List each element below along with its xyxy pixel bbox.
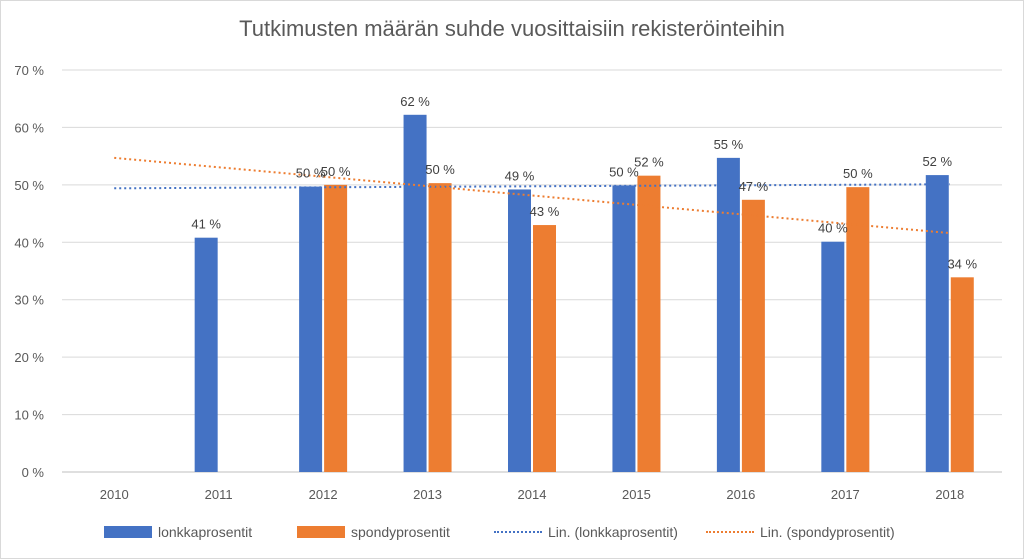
legend-label-trend-lonkka: Lin. (lonkkaprosentit) xyxy=(548,524,678,540)
data-label: 50 % xyxy=(296,166,326,181)
bar xyxy=(637,175,661,472)
data-label: 50 % xyxy=(425,162,455,177)
data-label: 43 % xyxy=(530,204,560,219)
legend-item-trend-lonkka: Lin. (lonkkaprosentit) xyxy=(494,520,678,544)
bar xyxy=(612,185,636,472)
bar xyxy=(846,187,870,472)
x-tick-label: 2018 xyxy=(935,487,964,502)
bar xyxy=(508,189,531,473)
legend-label-trend-spondy: Lin. (spondyprosentit) xyxy=(760,524,895,540)
x-tick-label: 2010 xyxy=(100,487,129,502)
y-tick-label: 20 % xyxy=(14,350,44,365)
x-tick-label: 2012 xyxy=(309,487,338,502)
bar xyxy=(821,241,845,472)
data-label: 50 % xyxy=(321,164,351,179)
legend-line-trend-spondy xyxy=(706,531,754,533)
data-label: 52 % xyxy=(922,154,952,169)
bar xyxy=(741,199,765,472)
legend-item-trend-spondy: Lin. (spondyprosentit) xyxy=(706,520,895,544)
data-label: 62 % xyxy=(400,94,430,109)
x-tick-label: 2015 xyxy=(622,487,651,502)
x-tick-label: 2013 xyxy=(413,487,442,502)
y-tick-label: 60 % xyxy=(14,120,44,135)
data-labels: 41 %50 %62 %49 % 50 %55 %40 %52 %50 % 50 %… xyxy=(191,94,977,272)
bar xyxy=(716,157,740,472)
x-tick-label: 2017 xyxy=(831,487,860,502)
bar xyxy=(950,277,974,472)
legend-label-lonkka: lonkkaprosentit xyxy=(158,524,253,540)
bar xyxy=(925,175,949,472)
x-tick-label: 2011 xyxy=(205,487,233,502)
data-label: 34 % xyxy=(947,256,977,271)
legend-item-lonkkaprosentit: lonkkaprosentit xyxy=(104,520,252,544)
data-label: 50 % xyxy=(843,166,873,181)
data-label: 47 % xyxy=(739,179,769,194)
y-axis-ticks: 0 % 10 % 20 % 30 % 40 % 50 % 60 % 70 % xyxy=(14,63,44,480)
bars xyxy=(194,114,974,473)
bar xyxy=(299,186,323,472)
bar xyxy=(194,237,218,472)
bar xyxy=(428,183,452,473)
legend-item-spondyprosentit: spondyprosentit xyxy=(297,520,450,544)
y-tick-label: 50 % xyxy=(14,178,44,193)
trendline xyxy=(114,183,950,190)
bar xyxy=(324,184,348,472)
data-label: 49 % xyxy=(505,168,535,183)
y-tick-label: 30 % xyxy=(14,293,44,308)
y-tick-label: 0 % xyxy=(22,465,45,480)
y-tick-label: 40 % xyxy=(14,235,44,250)
legend-label-spondy: spondyprosentit xyxy=(351,524,450,540)
x-tick-label: 2014 xyxy=(518,487,547,502)
data-label: 40 % xyxy=(818,221,848,236)
trendlines xyxy=(114,156,950,235)
data-label: 52 % xyxy=(634,155,664,170)
data-label: 55 % xyxy=(714,137,744,152)
legend-swatch-spondy xyxy=(297,526,345,538)
legend-line-trend-lonkka xyxy=(494,531,542,533)
data-label: 50 % xyxy=(609,164,639,179)
chart-title: Tutkimusten määrän suhde vuosittaisiin r… xyxy=(239,16,785,41)
legend: lonkkaprosentit spondyprosentit Lin. (lo… xyxy=(0,520,1024,544)
x-axis-ticks: 2010 2011 2012 2013 2014 2015 2016 2017 2018 xyxy=(100,487,964,502)
y-tick-label: 10 % xyxy=(14,408,44,423)
bar xyxy=(533,225,556,472)
data-label: 41 % xyxy=(191,217,221,232)
legend-swatch-lonkka xyxy=(104,526,152,538)
x-tick-label: 2016 xyxy=(726,487,755,502)
bar xyxy=(403,114,427,473)
y-tick-label: 70 % xyxy=(14,63,44,78)
